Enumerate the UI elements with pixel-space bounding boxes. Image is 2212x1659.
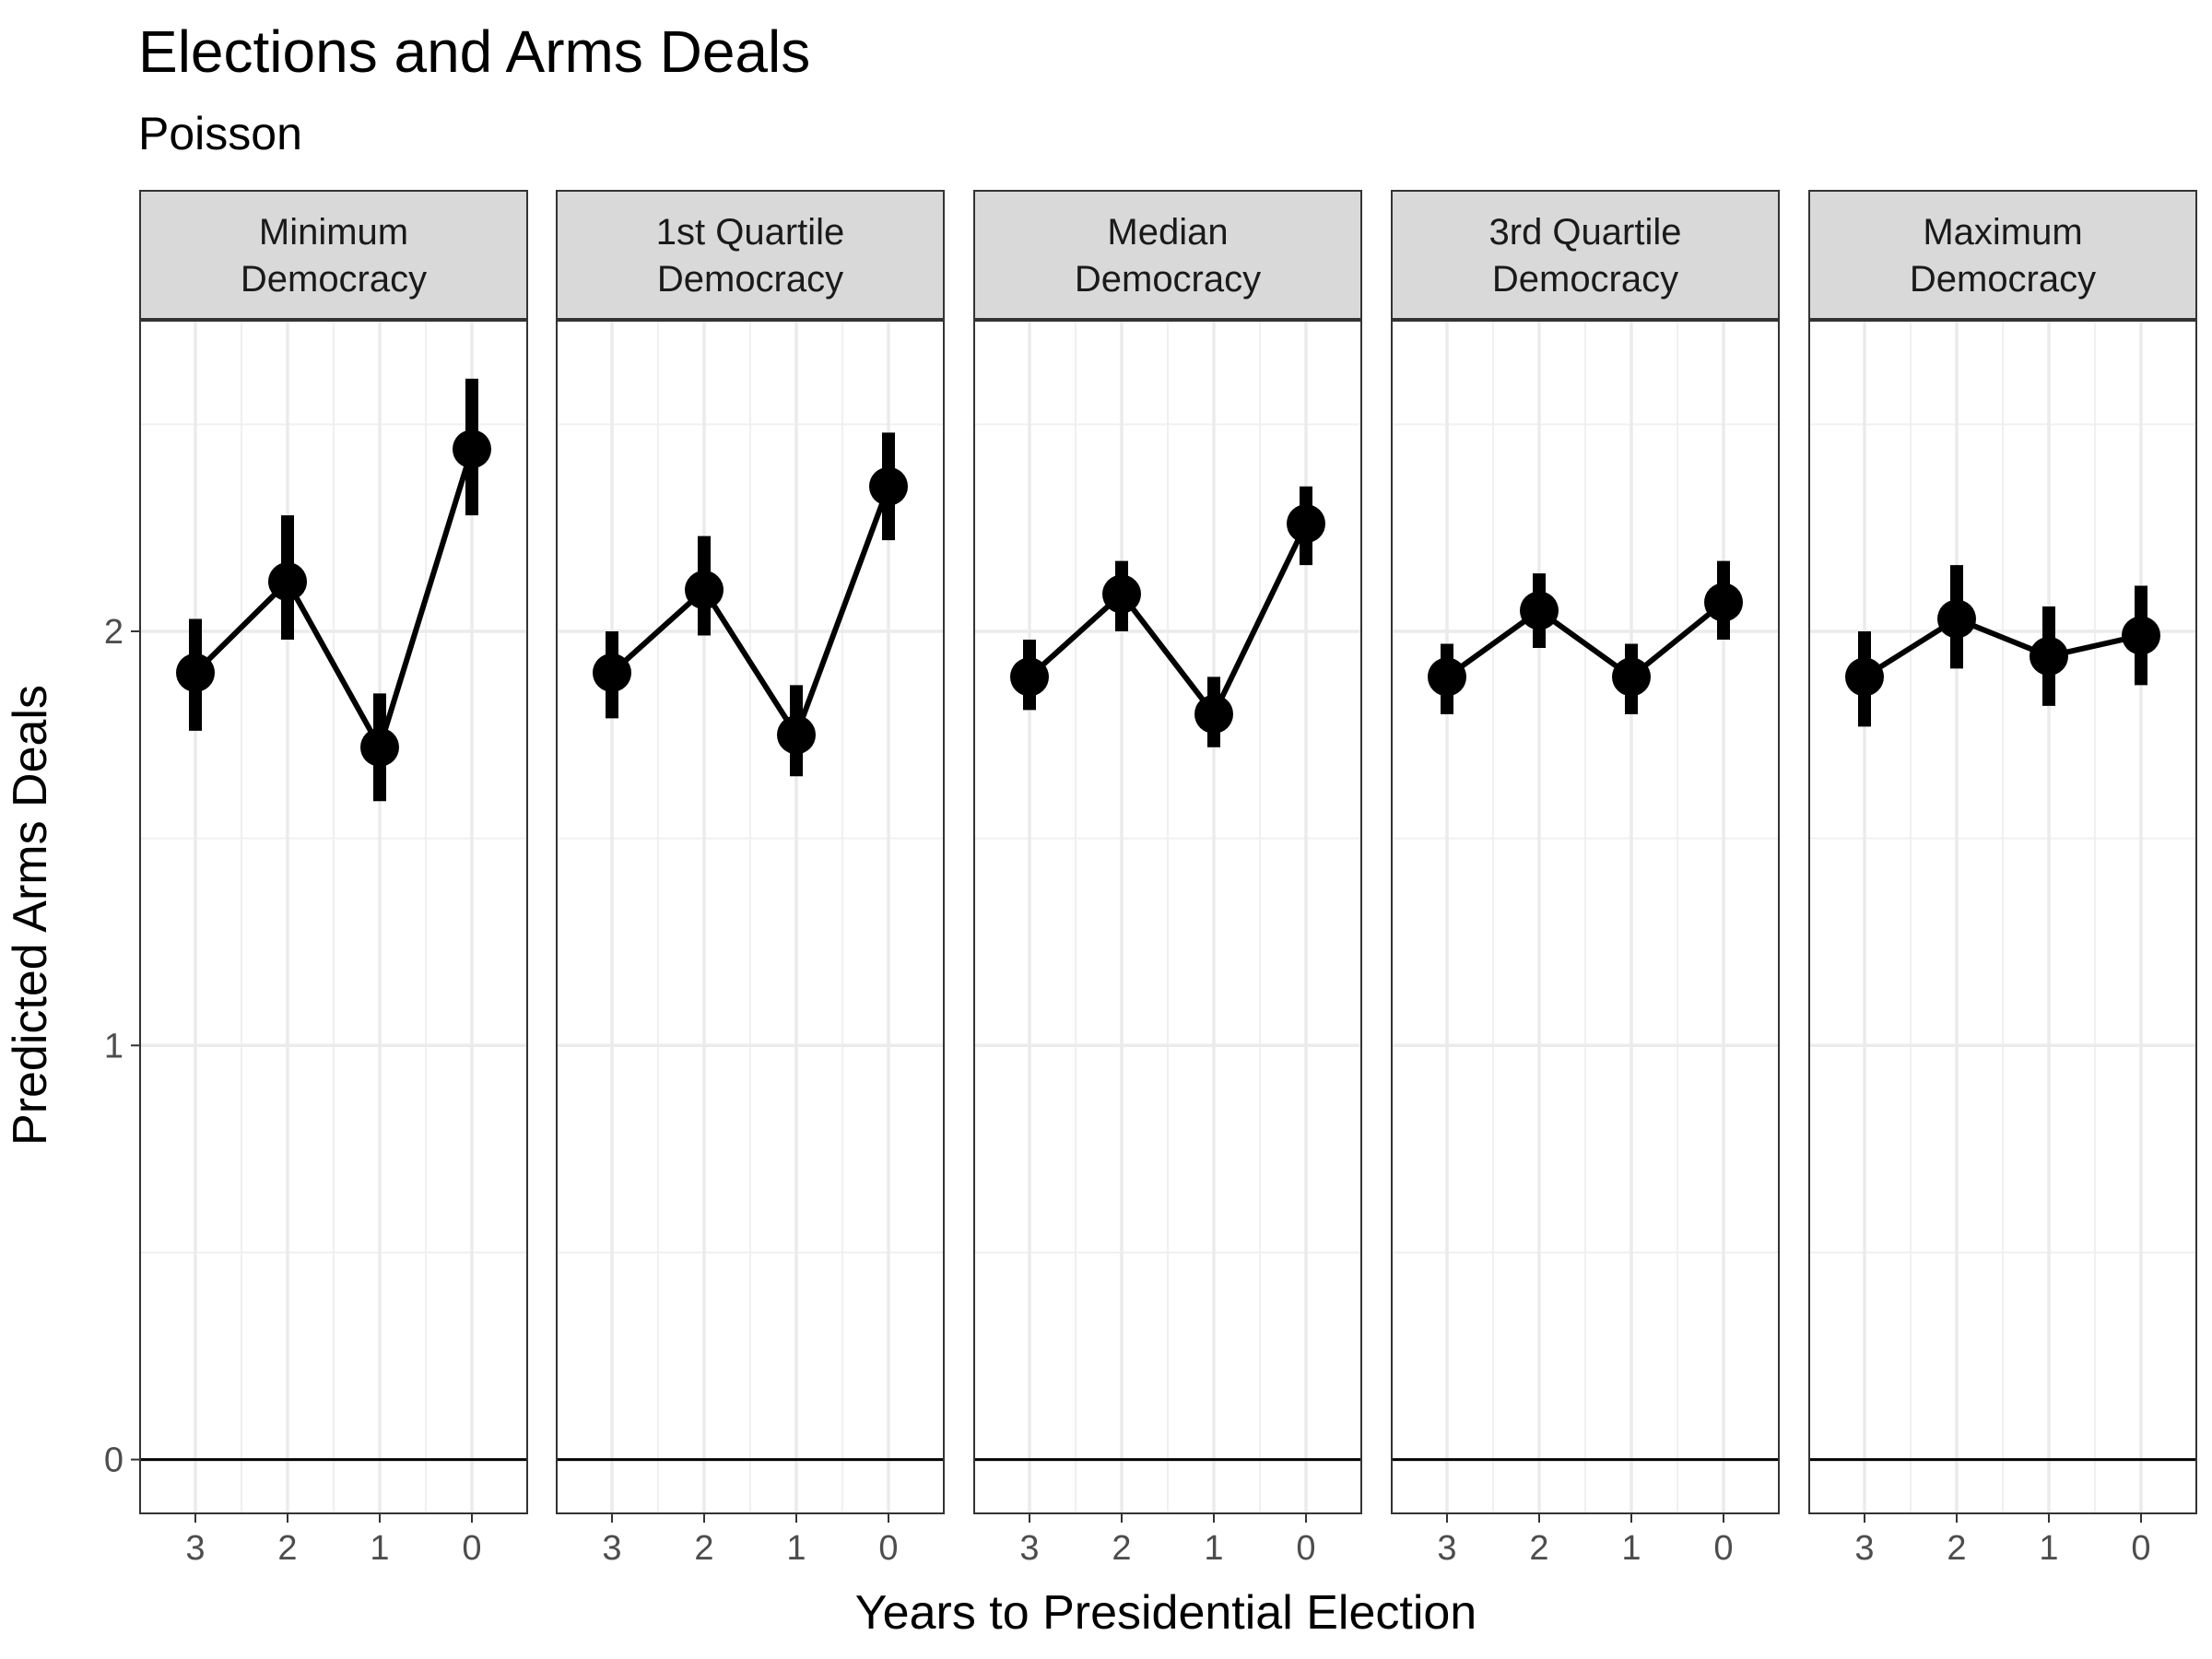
panel-border xyxy=(1808,320,2197,1514)
data-point xyxy=(1194,694,1233,734)
facet-panel: Minimum Democracy 3 2 1 0 xyxy=(139,190,528,1568)
data-point xyxy=(453,429,491,469)
x-tick-label: 3 xyxy=(602,1529,621,1568)
data-point xyxy=(1287,504,1325,544)
data-point xyxy=(1845,657,1884,697)
x-tick-label: 2 xyxy=(1529,1529,1548,1568)
facet-strip xyxy=(1808,190,2197,320)
facet-label-line2: Democracy xyxy=(657,259,843,300)
facet-strip xyxy=(139,190,528,320)
facet-panel: Median Democracy 3 2 1 0 xyxy=(973,190,1362,1568)
facet-strip xyxy=(1391,190,1780,320)
facet-panel: Maximum Democracy 3 2 1 0 xyxy=(1808,190,2197,1568)
y-axis: 0 1 2 xyxy=(104,613,140,1480)
data-point xyxy=(2030,636,2068,676)
facet-label-line1: Minimum xyxy=(259,212,408,253)
data-point xyxy=(268,562,307,602)
x-tick-label: 3 xyxy=(1854,1529,1874,1568)
facet-panel: 3rd Quartile Democracy 3 2 1 0 xyxy=(1391,190,1780,1568)
series-line xyxy=(1027,522,1309,717)
data-point xyxy=(360,727,399,767)
x-tick-label: 3 xyxy=(185,1529,205,1568)
facet-panel: 1st Quartile Democracy 3 2 1 0 xyxy=(556,190,945,1568)
y-axis-title: Predicted Arms Deals xyxy=(4,685,57,1146)
x-tick-label: 0 xyxy=(462,1529,481,1568)
x-tick-label: 1 xyxy=(1621,1529,1641,1568)
chart-title: Elections and Arms Deals xyxy=(138,18,810,85)
x-tick-label: 2 xyxy=(277,1529,297,1568)
facet-label-line1: Median xyxy=(1107,212,1228,253)
facet-label-line2: Democracy xyxy=(1910,259,2096,300)
facet-label-line2: Democracy xyxy=(241,259,427,300)
data-point xyxy=(176,653,215,692)
series-line xyxy=(1445,600,1725,680)
x-tick-label: 2 xyxy=(694,1529,713,1568)
panel-border xyxy=(1391,320,1780,1514)
x-tick-label: 0 xyxy=(2131,1529,2150,1568)
facet-label-line1: Maximum xyxy=(1923,212,2082,253)
x-tick-label: 0 xyxy=(878,1529,898,1568)
x-tick-label: 1 xyxy=(370,1529,389,1568)
y-tick-label: 2 xyxy=(104,613,124,652)
series-line xyxy=(1863,616,2142,679)
facet-strip xyxy=(556,190,945,320)
data-point xyxy=(2122,616,2160,655)
x-tick-label: 3 xyxy=(1437,1529,1456,1568)
data-point xyxy=(869,466,908,506)
x-tick-label: 2 xyxy=(1947,1529,1966,1568)
data-point xyxy=(1010,657,1049,697)
panel-border xyxy=(139,320,528,1514)
data-point xyxy=(1612,657,1651,697)
series-line xyxy=(609,485,891,738)
x-tick-label: 1 xyxy=(786,1529,806,1568)
facet-label-line1: 3rd Quartile xyxy=(1489,212,1682,253)
facet-label-line2: Democracy xyxy=(1075,259,1261,300)
x-tick-label: 2 xyxy=(1112,1529,1131,1568)
x-tick-label: 1 xyxy=(1204,1529,1223,1568)
facet-label-line1: 1st Quartile xyxy=(656,212,845,253)
facet-label-line2: Democracy xyxy=(1492,259,1678,300)
data-point xyxy=(1704,582,1743,622)
x-tick-label: 3 xyxy=(1019,1529,1039,1568)
x-tick-label: 0 xyxy=(1713,1529,1733,1568)
facet-panels: Minimum Democracy 3 2 1 0 1st Quartile Democrac… xyxy=(139,190,2197,1568)
data-point xyxy=(1937,599,1976,639)
chart-subtitle: Poisson xyxy=(138,108,302,159)
y-tick-label: 1 xyxy=(104,1027,124,1065)
series-line xyxy=(193,448,475,750)
x-axis-title: Years to Presidential Election xyxy=(855,1586,1477,1640)
facet-strip xyxy=(973,190,1362,320)
data-point xyxy=(685,571,724,610)
x-tick-label: 1 xyxy=(2039,1529,2058,1568)
data-point xyxy=(777,715,816,755)
panel-border xyxy=(556,320,945,1514)
data-point xyxy=(1520,591,1559,630)
data-point xyxy=(1428,657,1466,697)
panel-border xyxy=(973,320,1362,1514)
y-tick-label: 0 xyxy=(104,1441,124,1480)
data-point xyxy=(593,653,631,692)
data-point xyxy=(1102,574,1141,614)
x-tick-label: 0 xyxy=(1296,1529,1315,1568)
